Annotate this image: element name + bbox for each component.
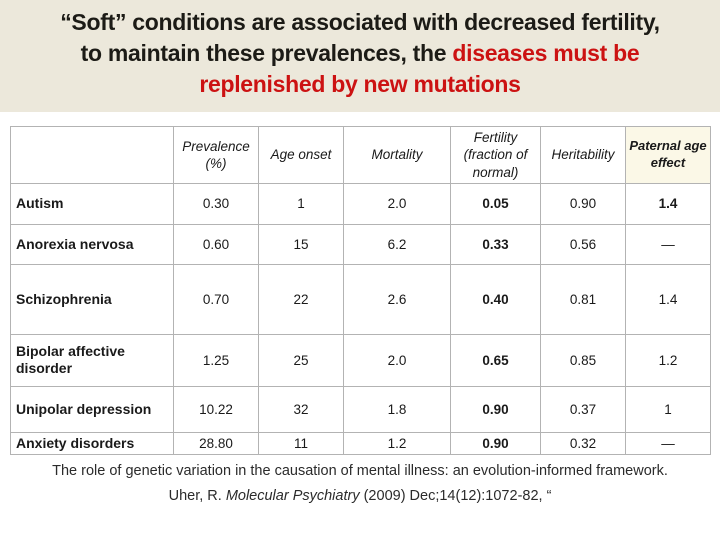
paternal-age-value: 1 (625, 385, 711, 433)
table-row-unipolar: Unipolar depression 10.22 32 1.8 0.90 0.… (10, 385, 711, 433)
header-fertility: Fertility (fraction of normal) (450, 126, 541, 184)
prevalence-value: 0.60 (173, 223, 259, 265)
title-line-3-red: replenished by new mutations (199, 71, 521, 97)
mortality-value: 2.0 (343, 182, 451, 225)
mortality-value: 1.8 (343, 385, 451, 433)
row-label: Anorexia nervosa (10, 223, 174, 265)
prevalence-value: 28.80 (173, 431, 259, 456)
paternal-age-value: 1.4 (625, 182, 711, 225)
title-line-2-red: diseases must be (452, 40, 640, 66)
fertility-value: 0.90 (450, 431, 541, 456)
heritability-value: 0.81 (540, 263, 626, 335)
mortality-value: 6.2 (343, 223, 451, 265)
mortality-value: 2.6 (343, 263, 451, 335)
table-header-row: Prevalence (%) Age onset Mortality Ferti… (10, 126, 711, 184)
table-row-anxiety: Anxiety disorders 28.80 11 1.2 0.90 0.32… (10, 431, 711, 456)
prevalence-value: 0.70 (173, 263, 259, 335)
table-row-bipolar: Bipolar affective disorder 1.25 25 2.0 0… (10, 333, 711, 387)
prevalence-value: 10.22 (173, 385, 259, 433)
title-line-1-text: “Soft” conditions are associated with de… (60, 9, 660, 35)
table-row-anorexia: Anorexia nervosa 0.60 15 6.2 0.33 0.56 — (10, 223, 711, 265)
age-onset-value: 15 (258, 223, 344, 265)
heritability-value: 0.90 (540, 182, 626, 225)
mortality-value: 1.2 (343, 431, 451, 456)
heritability-value: 0.85 (540, 333, 626, 387)
mortality-value: 2.0 (343, 333, 451, 387)
fertility-value: 0.65 (450, 333, 541, 387)
age-onset-value: 1 (258, 182, 344, 225)
row-label: Unipolar depression (10, 385, 174, 433)
fertility-value: 0.05 (450, 182, 541, 225)
title-line-2-dark: to maintain these prevalences, the (80, 40, 453, 66)
fertility-value: 0.40 (450, 263, 541, 335)
citation-details: (2009) Dec;14(12):1072-82, “ (359, 488, 552, 504)
title-line-1: “Soft” conditions are associated with de… (0, 7, 720, 38)
heritability-value: 0.32 (540, 431, 626, 456)
citation-reference: Uher, R. Molecular Psychiatry (2009) Dec… (0, 486, 720, 507)
prevalence-value: 0.30 (173, 182, 259, 225)
header-heritability: Heritability (540, 126, 626, 184)
citation-journal: Molecular Psychiatry (225, 488, 360, 504)
title-line-3: replenished by new mutations (0, 69, 720, 100)
row-label: Autism (10, 182, 174, 225)
prevalence-value: 1.25 (173, 333, 259, 387)
row-label: Schizophrenia (10, 263, 174, 335)
header-mortality: Mortality (343, 126, 451, 184)
paternal-age-value: 1.2 (625, 333, 711, 387)
fertility-value: 0.33 (450, 223, 541, 265)
slide-title: “Soft” conditions are associated with de… (0, 7, 720, 100)
heritability-value: 0.37 (540, 385, 626, 433)
age-onset-value: 11 (258, 431, 344, 456)
citation-author: Uher, R. (168, 488, 226, 504)
row-label: Anxiety disorders (10, 431, 174, 456)
conditions-table: Prevalence (%) Age onset Mortality Ferti… (10, 126, 711, 456)
paternal-age-value: — (625, 223, 711, 265)
age-onset-value: 25 (258, 333, 344, 387)
citation: The role of genetic variation in the cau… (0, 461, 720, 507)
age-onset-value: 22 (258, 263, 344, 335)
paternal-age-value: — (625, 431, 711, 456)
header-condition (10, 126, 174, 184)
header-paternal-age: Paternal age effect (625, 126, 711, 184)
table-row-autism: Autism 0.30 1 2.0 0.05 0.90 1.4 (10, 182, 711, 225)
citation-title: The role of genetic variation in the cau… (52, 463, 668, 479)
heritability-value: 0.56 (540, 223, 626, 265)
row-label: Bipolar affective disorder (10, 333, 174, 387)
title-line-2: to maintain these prevalences, the disea… (0, 38, 720, 69)
age-onset-value: 32 (258, 385, 344, 433)
fertility-value: 0.90 (450, 385, 541, 433)
title-band (0, 0, 720, 112)
paternal-age-value: 1.4 (625, 263, 711, 335)
table-row-schizophrenia: Schizophrenia 0.70 22 2.6 0.40 0.81 1.4 (10, 263, 711, 335)
header-age-onset: Age onset (258, 126, 344, 184)
header-prevalence: Prevalence (%) (173, 126, 259, 184)
